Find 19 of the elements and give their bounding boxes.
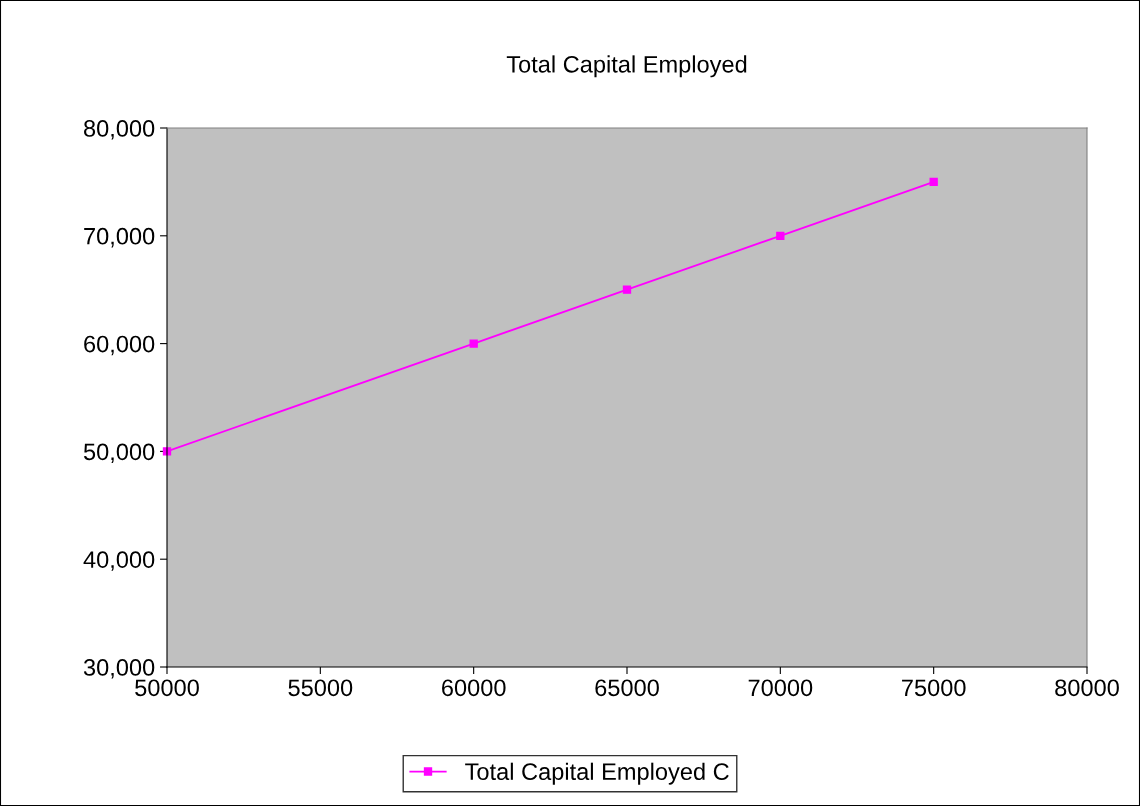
y-tick-label: 30,000 <box>83 659 155 679</box>
x-tick-label: 80000 <box>1055 679 1119 697</box>
x-tick-label: 60000 <box>442 679 506 697</box>
y-tick-label: 40,000 <box>83 551 155 571</box>
point <box>622 285 632 294</box>
point <box>929 177 938 187</box>
chart-title: Total Capital Employed <box>506 55 747 78</box>
legend-label: Total Capital Employed C <box>465 762 729 785</box>
y-tick-label: 70,000 <box>84 227 155 248</box>
x-tick-label: 65000 <box>595 679 659 697</box>
x-tick-label: 55000 <box>288 679 353 697</box>
point <box>776 231 785 240</box>
x-tick-label: 70000 <box>748 679 813 697</box>
y-tick-label: 60,000 <box>84 335 155 356</box>
y-tick-label: 50,000 <box>83 443 155 463</box>
x-tick-label: 75000 <box>902 679 966 697</box>
x-tick-label: 50000 <box>135 679 199 697</box>
point <box>469 339 478 348</box>
y-tick-label: 80,000 <box>84 120 155 140</box>
